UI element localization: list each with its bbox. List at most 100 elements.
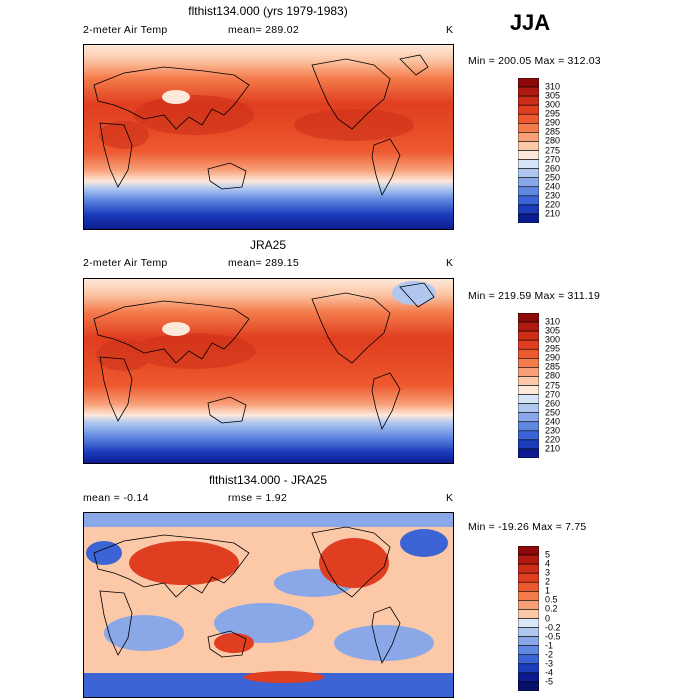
colorbar-swatch [518,159,539,169]
panel-2-colorbar-tick-8: 270 [545,389,561,400]
panel-1-colorbar-swatches [518,78,539,223]
colorbar-swatch [518,113,539,124]
colorbar-swatch [518,394,539,404]
colorbar-swatch [518,636,539,646]
panel-1-warm-zones [99,95,414,149]
panel-2-variable-label: 2-meter Air Temp [83,257,168,269]
panel-2-map [83,278,454,464]
panel-1-colorbar-tick-4: 290 [545,117,561,128]
colorbar-swatch [518,663,539,674]
colorbar-swatch [518,448,539,458]
colorbar-swatch [518,403,539,413]
colorbar-swatch [518,321,539,332]
panel-3-minmax: Min = -19.26 Max = 7.75 [468,521,587,533]
panel-1-colorbar-tick-10: 250 [545,172,561,183]
panel-2-field [84,279,453,463]
colorbar-swatch [518,412,539,423]
colorbar-swatch [518,563,539,574]
colorbar-swatch [518,313,539,323]
colorbar-swatch [518,581,539,592]
panel-2-colorbar-tick-3: 295 [545,343,561,354]
colorbar-swatch [518,672,539,683]
panel-1-mean-label: mean= 289.02 [228,24,300,36]
panel-1-colorbar-tick-12: 230 [545,190,561,201]
colorbar-swatch [518,618,539,628]
colorbar-swatch [518,439,539,450]
panel-3-unit-label: K [446,492,454,504]
panel-2-colorbar-tick-7: 275 [545,380,561,390]
colorbar-swatch [518,177,539,188]
panel-2-colorbar-tick-1: 305 [545,325,561,336]
panel-1-title: flthist134.000 (yrs 1979-1983) [188,4,348,18]
season-label: JJA [509,10,551,35]
panel-3-colorbar: 5 4 3 2 1 0.5 0.2 0 -0.2 -0.5 -1 -2 -3 -… [518,546,561,691]
colorbar-swatch [518,195,539,206]
panel-1-colorbar-tick-6: 280 [545,135,561,146]
panel-3-colorbar-tick-4: 1 [545,585,551,596]
panel-1-colorbar-tick-2: 300 [545,99,561,110]
panel-2-colorbar-tick-6: 280 [545,370,561,381]
panel-2-colorbar-tick-14: 210 [545,443,561,454]
panel-3-colorbar-tick-13: -4 [545,667,554,678]
colorbar-swatch [518,385,539,395]
colorbar-swatch [518,358,539,368]
panel-3-colorbar-tick-9: -0.5 [545,631,561,642]
colorbar-swatch [518,348,539,359]
colorbar-swatch [518,141,539,151]
colorbar-swatch [518,681,539,691]
panel-1-colorbar-tick-3: 295 [545,108,561,119]
panel-1-colorbar: 310 305 300 295 290 285 280 275 270 260 … [518,78,560,223]
panel-2-tibet-cold-spot [162,322,190,336]
panel-1-minmax: Min = 200.05 Max = 312.03 [468,55,601,67]
colorbar-swatch [518,104,539,115]
panel-3-colorbar-tick-14: -5 [545,676,554,687]
panel-3-colorbar-tick-5: 0.5 [545,594,558,605]
colorbar-swatch [518,123,539,133]
colorbar-swatch [518,421,539,432]
colorbar-swatch [518,86,539,97]
panel-2-colorbar-tick-0: 310 [545,316,561,327]
panel-3-colorbar-tick-11: -2 [545,649,554,660]
colorbar-swatch [518,627,539,637]
panel-3-coastlines [93,526,401,665]
panel-3-colorbar-tick-12: -3 [545,658,554,669]
panel-1-colorbar-tick-0: 310 [545,81,561,92]
panel-3-colorbar-tick-10: -1 [545,640,554,651]
panel-1-colorbar-tick-13: 220 [545,199,561,210]
panel-1-colorbar-tick-1: 305 [545,90,561,101]
panel-2-minmax: Min = 219.59 Max = 311.19 [468,290,601,302]
panel-1-colorbar-tick-7: 275 [545,145,561,155]
colorbar-swatch [518,213,539,223]
panel-2-colorbar-tick-9: 260 [545,398,561,409]
colorbar-swatch [518,376,539,386]
colorbar-swatch [518,430,539,441]
colorbar-swatch [518,330,539,341]
panel-1-colorbar-tick-11: 240 [545,181,561,192]
panel-2-title: JRA25 [249,238,287,252]
panel-2-colorbar-tick-11: 240 [545,416,561,427]
panel-1-colorbar-tick-14: 210 [545,208,561,219]
panel-3-title: flthist134.000 - JRA25 [208,473,328,487]
colorbar-swatch [518,78,539,88]
panel-3-mean-label: mean = -0.14 [83,492,149,504]
panel-3-cool-bias-zones [84,513,453,661]
colorbar-swatch [518,554,539,565]
colorbar-swatch [518,186,539,197]
colorbar-swatch [518,367,539,377]
panel-3-colorbar-tick-6: 0.2 [545,603,558,614]
panel-2-mean-label: mean= 289.15 [228,257,300,269]
panel-2-colorbar-swatches [518,313,539,458]
panel-1-colorbar-tick-5: 285 [545,126,561,137]
colorbar-swatch [518,654,539,665]
panel-1-colorbar-tick-9: 260 [545,163,561,174]
panel-3-rmse-label: rmse = 1.92 [228,492,288,504]
colorbar-swatch [518,546,539,556]
colorbar-swatch [518,609,539,619]
panel-1-variable-label: 2-meter Air Temp [83,24,168,36]
panel-3-map [83,512,454,698]
colorbar-swatch [518,591,539,601]
colorbar-swatch [518,645,539,656]
panel-2-colorbar: 310 305 300 295 290 285 280 275 270 260 … [518,313,560,458]
panel-3-colorbar-tick-1: 4 [545,558,551,569]
panel-2-colorbar-tick-5: 285 [545,361,561,372]
